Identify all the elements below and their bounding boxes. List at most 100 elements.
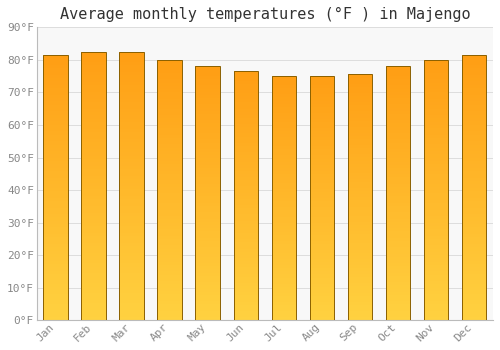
Bar xyxy=(272,247,296,250)
Bar xyxy=(348,176,372,179)
Bar xyxy=(462,217,486,221)
Bar xyxy=(424,154,448,158)
Bar xyxy=(158,197,182,200)
Bar xyxy=(120,99,144,102)
Bar xyxy=(462,154,486,158)
Bar xyxy=(310,207,334,210)
Bar xyxy=(196,288,220,292)
Bar xyxy=(424,252,448,255)
Bar xyxy=(424,203,448,206)
Bar xyxy=(272,122,296,125)
Bar xyxy=(44,174,68,178)
Bar xyxy=(310,98,334,100)
Bar xyxy=(82,186,106,189)
Bar xyxy=(158,154,182,158)
Bar xyxy=(348,284,372,287)
Bar xyxy=(196,308,220,311)
Bar xyxy=(82,193,106,196)
Bar xyxy=(82,105,106,109)
Bar xyxy=(310,265,334,268)
Bar xyxy=(462,141,486,145)
Bar xyxy=(310,253,334,256)
Bar xyxy=(272,241,296,244)
Bar xyxy=(234,220,258,224)
Bar xyxy=(234,121,258,124)
Bar xyxy=(386,98,410,101)
Bar xyxy=(44,234,68,237)
Bar xyxy=(424,197,448,200)
Bar xyxy=(462,121,486,125)
Bar xyxy=(234,230,258,233)
Bar xyxy=(310,189,334,192)
Bar xyxy=(310,186,334,189)
Bar xyxy=(272,296,296,299)
Bar xyxy=(348,311,372,314)
Bar xyxy=(424,128,448,132)
Bar xyxy=(462,158,486,161)
Bar xyxy=(234,140,258,143)
Bar xyxy=(120,169,144,173)
Bar xyxy=(196,95,220,98)
Bar xyxy=(462,82,486,85)
Bar xyxy=(424,258,448,262)
Bar xyxy=(44,164,68,168)
Bar xyxy=(386,130,410,133)
Bar xyxy=(234,305,258,308)
Bar xyxy=(462,231,486,234)
Bar xyxy=(272,149,296,152)
Bar xyxy=(462,118,486,121)
Bar xyxy=(462,178,486,181)
Bar xyxy=(234,311,258,314)
Bar xyxy=(348,87,372,90)
Bar xyxy=(424,125,448,128)
Bar xyxy=(158,258,182,262)
Bar xyxy=(234,112,258,115)
Bar xyxy=(196,89,220,92)
Bar xyxy=(82,102,106,105)
Bar xyxy=(348,75,372,78)
Bar xyxy=(234,205,258,208)
Bar xyxy=(234,215,258,218)
Bar xyxy=(348,108,372,111)
Bar xyxy=(196,241,220,244)
Bar xyxy=(158,203,182,206)
Bar xyxy=(44,297,68,300)
Bar xyxy=(310,76,334,320)
Bar xyxy=(158,164,182,167)
Bar xyxy=(158,291,182,294)
Bar xyxy=(310,155,334,159)
Bar xyxy=(310,293,334,296)
Bar xyxy=(386,133,410,136)
Bar xyxy=(82,276,106,280)
Bar xyxy=(462,151,486,154)
Bar xyxy=(196,212,220,216)
Bar xyxy=(462,188,486,191)
Bar xyxy=(82,132,106,136)
Bar xyxy=(234,84,258,87)
Bar xyxy=(234,105,258,108)
Bar xyxy=(158,301,182,304)
Bar xyxy=(462,314,486,317)
Bar xyxy=(82,142,106,146)
Bar xyxy=(196,107,220,111)
Bar xyxy=(234,168,258,171)
Bar xyxy=(82,52,106,320)
Bar xyxy=(44,228,68,231)
Bar xyxy=(424,141,448,145)
Bar xyxy=(272,119,296,122)
Bar xyxy=(424,213,448,216)
Bar xyxy=(44,261,68,264)
Bar xyxy=(310,311,334,314)
Bar xyxy=(272,116,296,119)
Bar xyxy=(44,204,68,208)
Bar xyxy=(272,94,296,98)
Bar xyxy=(44,62,68,65)
Bar xyxy=(272,207,296,210)
Bar xyxy=(462,261,486,264)
Bar xyxy=(348,93,372,96)
Bar xyxy=(44,158,68,161)
Bar xyxy=(348,234,372,237)
Bar xyxy=(120,75,144,78)
Bar xyxy=(158,314,182,317)
Bar xyxy=(196,244,220,247)
